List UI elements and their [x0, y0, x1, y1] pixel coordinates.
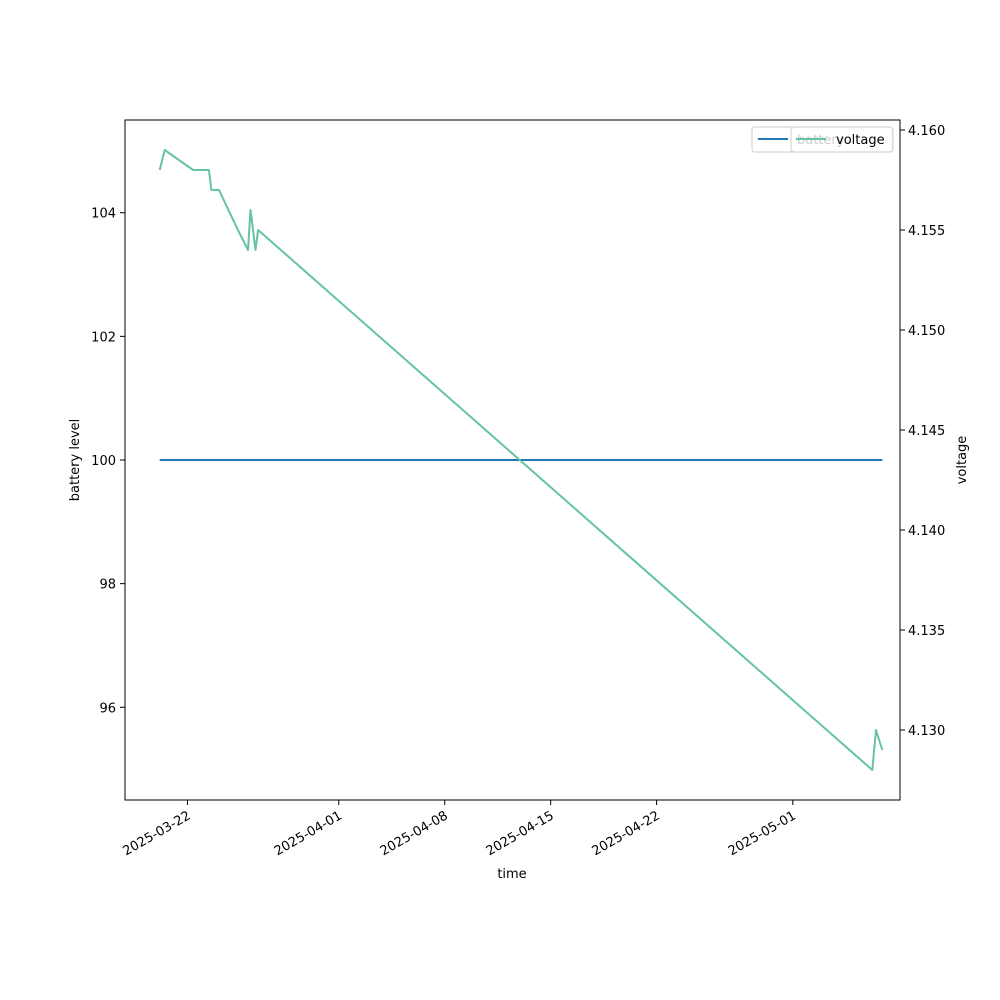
y-right-tick-label: 4.160: [908, 124, 945, 139]
y-left-tick-label: 104: [91, 207, 116, 222]
y-axis-left: 96 98 100 102 104: [91, 207, 125, 716]
y-left-tick-label: 98: [99, 578, 116, 593]
y-right-tick-label: 4.135: [908, 624, 945, 639]
y-axis-right-label: voltage: [955, 436, 970, 485]
y-left-tick-label: 102: [91, 330, 116, 345]
x-tick-label: 2025-04-15: [484, 808, 557, 859]
y-right-tick-label: 4.150: [908, 324, 945, 339]
series-lines: [158, 149, 884, 771]
legend-voltage-label: voltage: [836, 133, 885, 148]
x-axis: 2025-03-22 2025-04-01 2025-04-08 2025-04-15…: [120, 800, 799, 859]
legend-right-box: [790, 126, 894, 153]
y-left-tick-label: 100: [91, 454, 116, 469]
x-tick-label: 2025-05-01: [726, 808, 799, 859]
y-left-tick-label: 96: [99, 701, 116, 716]
y-right-tick-label: 4.140: [908, 524, 945, 539]
x-tick-label: 2025-04-01: [272, 808, 345, 859]
x-axis-label: time: [497, 867, 526, 882]
y-right-tick-label: 4.145: [908, 424, 945, 439]
y-axis-right: 4.130 4.135 4.140 4.145 4.150 4.155 4.160: [900, 124, 945, 739]
x-tick-label: 2025-03-22: [120, 808, 193, 859]
x-tick-label: 2025-04-22: [590, 808, 663, 859]
series-line-voltage: [158, 149, 884, 771]
y-right-tick-label: 4.130: [908, 724, 945, 739]
y-axis-left-label: battery level: [68, 419, 83, 502]
legend-right: voltage: [790, 126, 894, 153]
y-right-tick-label: 4.155: [908, 224, 945, 239]
x-tick-label: 2025-04-08: [378, 808, 451, 859]
